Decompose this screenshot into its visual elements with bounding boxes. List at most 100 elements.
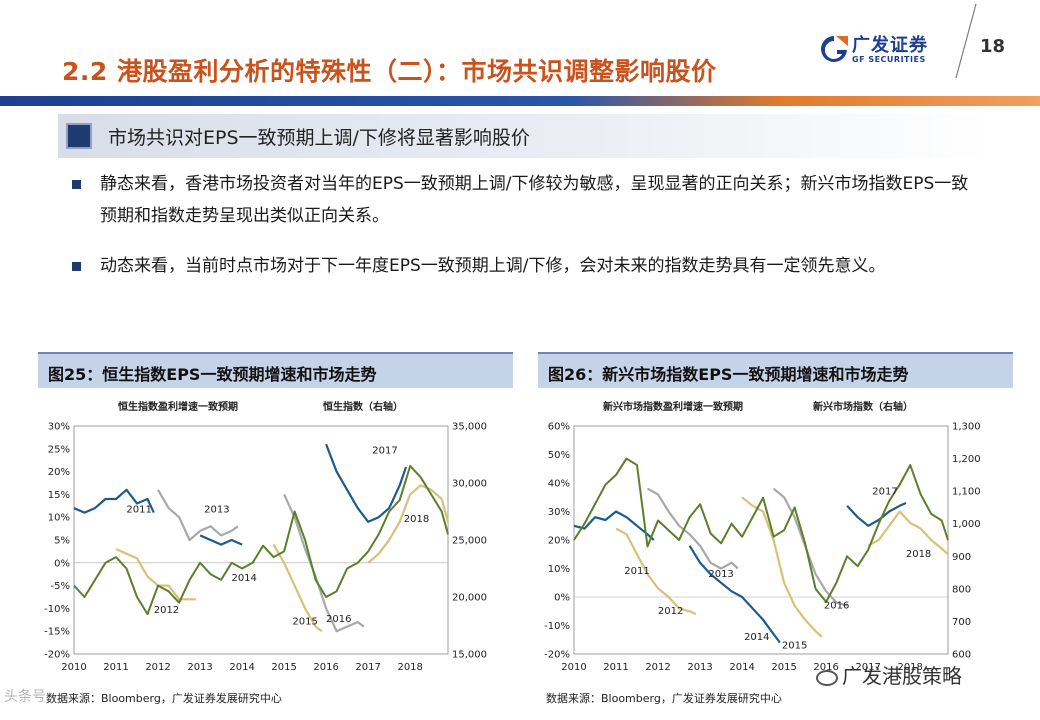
y-tick-label: -10% <box>544 621 570 632</box>
x-tick-label: 2012 <box>645 662 670 673</box>
y-tick-label: -20% <box>44 650 70 661</box>
x-tick-label: 2013 <box>687 662 712 673</box>
y2-tick-label: 15,000 <box>452 650 487 661</box>
figure-26-chart: 新兴市场指数盈利增速一致预期 新兴市场指数（右轴） 60% 50% 40% 30% 20% 1… <box>538 390 1013 682</box>
section-heading-band: 市场共识对EPS一致预期上调/下修将显著影响股价 <box>58 114 988 158</box>
x-tick-label: 2012 <box>145 662 170 673</box>
x-tick-label: 2015 <box>271 662 296 673</box>
figure-25-title: 图25：恒生指数EPS一致预期增速和市场走势 <box>48 365 377 384</box>
wechat-watermark: 广发港股策略 <box>816 660 962 689</box>
series-line-2018 <box>867 510 949 556</box>
year-annotation: 2018 <box>404 514 429 525</box>
year-annotation: 2011 <box>624 566 649 577</box>
series-line-2011 <box>573 510 655 541</box>
section-square-icon <box>66 123 92 149</box>
legend-right: 恒生指数（右轴） <box>323 400 403 413</box>
year-annotation: 2013 <box>708 569 733 580</box>
bullet-square-icon <box>72 180 81 189</box>
x-tick-label: 2018 <box>897 662 922 673</box>
year-annotation: 2016 <box>824 600 849 611</box>
y2-tick-label: 600 <box>952 650 971 661</box>
year-annotation: 2014 <box>744 632 769 643</box>
y-tick-label: 15% <box>48 490 70 501</box>
year-annotation: 2013 <box>204 505 229 516</box>
year-annotation: 2014 <box>231 573 256 584</box>
x-tick-label: 2016 <box>813 662 838 673</box>
y-tick-label: 20% <box>548 536 570 547</box>
y-tick-label: 0% <box>54 558 70 569</box>
year-annotation: 2012 <box>658 606 683 617</box>
x-tick-label: 2010 <box>61 662 86 673</box>
year-annotation: 2011 <box>126 505 151 516</box>
y-tick-label: -15% <box>44 627 70 638</box>
section-heading: 市场共识对EPS一致预期上调/下修将显著影响股价 <box>108 127 530 149</box>
x-tick-label: 2018 <box>397 662 422 673</box>
y2-tick-label: 1,000 <box>952 519 981 530</box>
x-tick-label: 2010 <box>561 662 586 673</box>
y-tick-label: 60% <box>548 422 570 433</box>
x-tick-label: 2014 <box>229 662 254 673</box>
x-tick-label: 2011 <box>603 662 628 673</box>
figure-26-title: 图26：新兴市场指数EPS一致预期增速和市场走势 <box>548 365 909 384</box>
y-tick-label: 10% <box>48 513 70 524</box>
bullet-text: 动态来看，当前时点市场对于下一年度EPS一致预期上调/下修，会对未来的指数走势具… <box>100 256 886 276</box>
plot-frame <box>73 425 449 655</box>
series-line-2015 <box>272 544 323 633</box>
series-line-新兴市场指数（右轴） <box>573 457 949 603</box>
x-tick-label: 2017 <box>355 662 380 673</box>
figure-25-chart: 恒生指数盈利增速一致预期 恒生指数（右轴） 30% 25% 20% 15% 10% 5% 0% -… <box>38 390 513 682</box>
year-annotation: 2018 <box>906 549 931 560</box>
wechat-icon <box>816 669 838 686</box>
series-line-2013 <box>646 487 739 570</box>
y-tick-label: 30% <box>48 422 70 433</box>
series-line-恒生指数（右轴） <box>73 464 449 616</box>
y-tick-label: 0% <box>554 593 570 604</box>
series-line-2014 <box>199 534 243 546</box>
bullet-text: 静态来看，香港市场投资者对当年的EPS一致预期上调/下修较为敏感，呈现显著的正向… <box>100 174 969 226</box>
series-line-2018 <box>367 484 450 564</box>
series-line-2017 <box>325 443 408 523</box>
year-annotation: 2015 <box>782 640 807 651</box>
series-line-2011 <box>73 488 155 514</box>
y-tick-label: -5% <box>51 581 70 592</box>
y2-tick-label: 900 <box>952 552 971 563</box>
page-title: 2.2 港股盈利分析的特殊性（二）：市场共识调整影响股价 <box>62 57 717 86</box>
x-tick-label: 2016 <box>313 662 338 673</box>
watermark-text: 广发港股策略 <box>842 664 962 688</box>
bullet-square-icon <box>72 262 81 271</box>
figure-26-source: 数据来源：Bloomberg，广发证券发展研究中心 <box>546 692 782 705</box>
y2-tick-label: 35,000 <box>452 422 487 433</box>
bullet-item: 静态来看，香港市场投资者对当年的EPS一致预期上调/下修较为敏感，呈现显著的正向… <box>72 168 972 232</box>
x-tick-label: 2013 <box>187 662 212 673</box>
y-tick-label: 30% <box>548 507 570 518</box>
series-line-2016 <box>772 487 848 607</box>
y-tick-label: 10% <box>548 564 570 575</box>
y2-tick-label: 800 <box>952 584 971 595</box>
series-line-2014 <box>688 545 781 644</box>
year-annotation: 2012 <box>154 605 179 616</box>
x-tick-label: 2015 <box>771 662 796 673</box>
y2-tick-label: 30,000 <box>452 479 487 490</box>
y-tick-label: 20% <box>48 467 70 478</box>
logo-text-cn: 广发证券 <box>852 35 928 56</box>
x-tick-label: 2011 <box>103 662 128 673</box>
logo-text-en: GF SECURITIES <box>852 55 926 64</box>
y2-tick-label: 1,100 <box>952 487 981 498</box>
series-line-2012 <box>615 527 697 616</box>
year-annotation: 2015 <box>292 616 317 627</box>
legend-left: 恒生指数盈利增速一致预期 <box>118 400 238 413</box>
figure-26-header: 图26：新兴市场指数EPS一致预期增速和市场走势 <box>538 352 1013 388</box>
x-tick-label: 2017 <box>855 662 880 673</box>
figure-26-panel: 图26：新兴市场指数EPS一致预期增速和市场走势 新兴市场指数盈利增速一致预期新… <box>538 352 1013 682</box>
header-color-bar <box>0 96 1040 106</box>
year-annotation: 2016 <box>326 614 351 625</box>
bullet-item: 动态来看，当前时点市场对于下一年度EPS一致预期上调/下修，会对未来的指数走势具… <box>72 250 972 282</box>
gf-logo-icon <box>821 36 848 62</box>
figure-25-source: 数据来源：Bloomberg，广发证券发展研究中心 <box>46 692 282 705</box>
hsi-eps-chart: 恒生指数盈利增速一致预期 恒生指数（右轴） 30% 25% 20% 15% 10% 5% 0% -… <box>44 400 487 673</box>
figure-25-header: 图25：恒生指数EPS一致预期增速和市场走势 <box>38 352 513 388</box>
figure-25-panel: 图25：恒生指数EPS一致预期增速和市场走势 恒生指数盈利增速一致预期 恒生指数（… <box>38 352 513 682</box>
legend-right: 新兴市场指数（右轴） <box>813 400 913 413</box>
y2-tick-label: 1,300 <box>952 422 981 433</box>
y-tick-label: 50% <box>548 450 570 461</box>
